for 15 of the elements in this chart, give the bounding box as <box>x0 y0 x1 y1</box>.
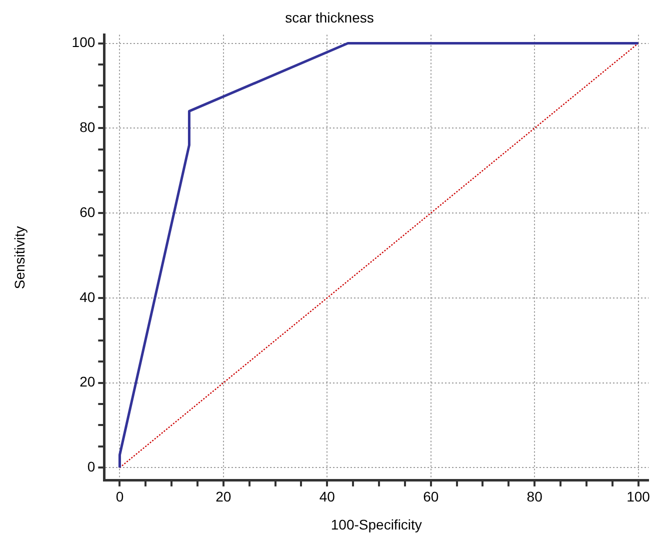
y-tick-label: 80 <box>80 119 96 136</box>
y-axis-title: Sensitivity <box>11 226 28 290</box>
y-tick-label: 40 <box>80 288 96 305</box>
chart-title: scar thickness <box>285 9 374 26</box>
x-tick-label: 40 <box>319 488 336 505</box>
y-tick-label: 60 <box>80 204 96 220</box>
x-tick-label: 100 <box>626 488 650 505</box>
x-axis-title: 100-Specificity <box>330 516 422 532</box>
x-tick-label: 80 <box>526 488 543 505</box>
x-tick-label: 0 <box>116 488 124 505</box>
y-tick-label: 0 <box>87 458 96 475</box>
x-tick-label: 20 <box>216 488 232 505</box>
x-tick-label: 60 <box>423 488 439 505</box>
y-tick-label: 100 <box>72 34 96 50</box>
y-tick-label: 20 <box>80 374 96 390</box>
